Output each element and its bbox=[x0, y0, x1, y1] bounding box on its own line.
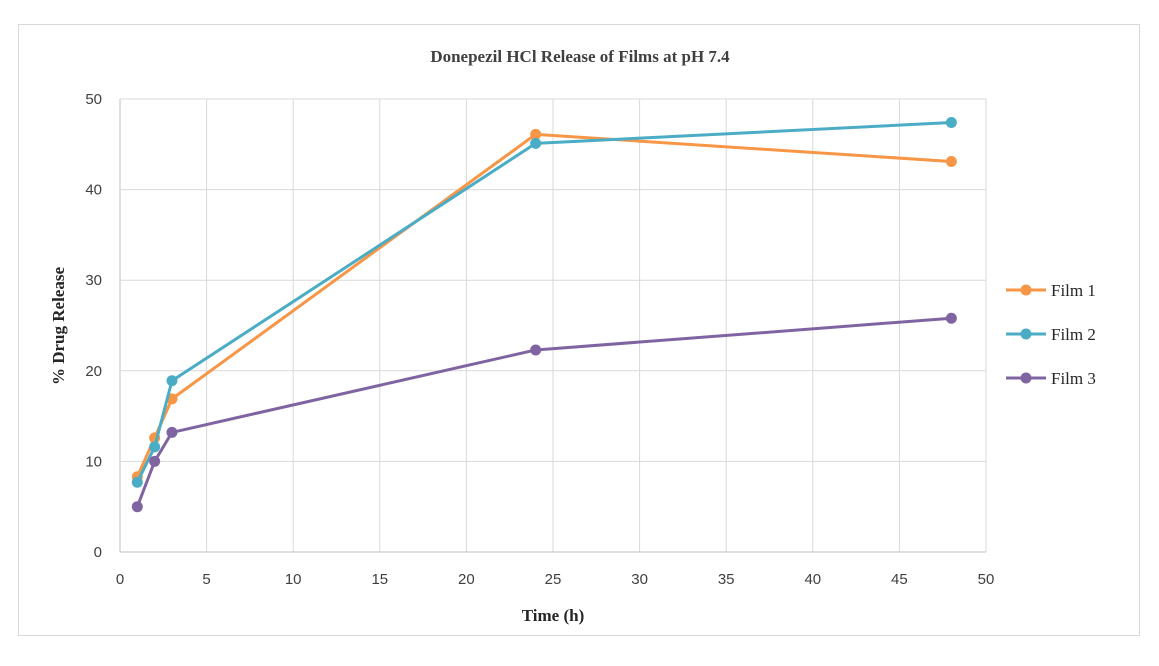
data-point bbox=[945, 117, 957, 129]
series-2 bbox=[131, 117, 957, 488]
legend-item-3: Film 3 bbox=[1006, 369, 1096, 388]
data-point bbox=[131, 501, 143, 513]
data-point bbox=[530, 137, 542, 149]
data-point bbox=[149, 455, 161, 467]
legend-label: Film 3 bbox=[1051, 369, 1096, 388]
y-tick-label: 0 bbox=[94, 544, 102, 561]
series-line bbox=[135, 132, 952, 478]
data-point bbox=[149, 441, 161, 453]
x-tick-label: 20 bbox=[458, 571, 475, 588]
x-tick-label: 30 bbox=[631, 571, 648, 588]
x-tick-label: 10 bbox=[285, 571, 302, 588]
y-tick-label: 10 bbox=[85, 453, 102, 470]
series-3 bbox=[131, 312, 957, 513]
x-tick-label: 50 bbox=[978, 571, 995, 588]
series-line bbox=[135, 316, 952, 508]
legend: Film 1 Film 2 Film 3 bbox=[1006, 281, 1096, 388]
x-tick-label: 25 bbox=[545, 571, 562, 588]
series-lines bbox=[131, 117, 957, 513]
gridlines bbox=[119, 98, 987, 553]
legend-marker bbox=[1020, 328, 1032, 340]
data-point bbox=[945, 312, 957, 324]
data-point bbox=[945, 156, 957, 168]
data-point bbox=[530, 344, 542, 356]
y-axis-label: % Drug Release bbox=[49, 267, 68, 385]
legend-item-2: Film 2 bbox=[1006, 325, 1096, 344]
x-tick-label: 15 bbox=[371, 571, 388, 588]
x-tick-label: 5 bbox=[202, 571, 210, 588]
legend-marker bbox=[1020, 284, 1032, 296]
x-axis-label: Time (h) bbox=[522, 606, 585, 625]
legend-item-1: Film 1 bbox=[1006, 281, 1096, 300]
legend-marker bbox=[1020, 372, 1032, 384]
chart-title: Donepezil HCl Release of Films at pH 7.4 bbox=[430, 47, 730, 66]
y-tick-label: 50 bbox=[85, 91, 102, 108]
data-point bbox=[166, 426, 178, 438]
x-tick-label: 35 bbox=[718, 571, 735, 588]
tick-labels: 0 5 10 15 20 25 30 35 40 45 50 0 10 20 30 40 50 bbox=[85, 91, 994, 588]
series-line bbox=[135, 121, 952, 483]
y-tick-label: 30 bbox=[85, 272, 102, 289]
x-tick-label: 40 bbox=[804, 571, 821, 588]
legend-label: Film 2 bbox=[1051, 325, 1096, 344]
data-point bbox=[530, 128, 542, 140]
y-tick-label: 40 bbox=[85, 182, 102, 199]
data-point bbox=[131, 476, 143, 488]
legend-label: Film 1 bbox=[1051, 281, 1096, 300]
data-point bbox=[166, 375, 178, 387]
y-tick-label: 20 bbox=[85, 363, 102, 380]
series-1 bbox=[131, 128, 957, 483]
x-tick-label: 0 bbox=[116, 571, 124, 588]
x-tick-label: 45 bbox=[891, 571, 908, 588]
